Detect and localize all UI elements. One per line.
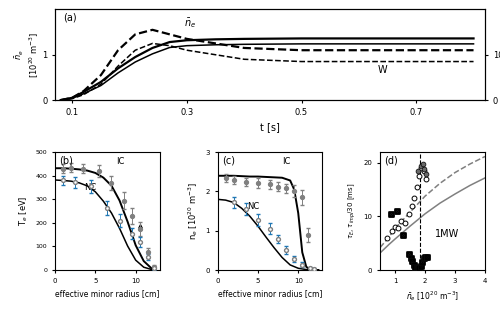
Text: NC: NC <box>84 183 96 192</box>
X-axis label: effective minor radius [cm]: effective minor radius [cm] <box>218 289 322 298</box>
Text: W: W <box>378 65 387 75</box>
Text: (b): (b) <box>59 156 73 166</box>
X-axis label: effective minor radius [cm]: effective minor radius [cm] <box>56 289 160 298</box>
X-axis label: $\bar{n}_e$ [$10^{20}$ m$^{-3}$]: $\bar{n}_e$ [$10^{20}$ m$^{-3}$] <box>406 289 459 303</box>
Text: IC: IC <box>282 157 291 166</box>
Text: NC: NC <box>247 202 259 211</box>
Text: 1MW: 1MW <box>434 229 459 239</box>
Y-axis label: $\bar{n}_e$
[$10^{20}$ m$^{-3}$]: $\bar{n}_e$ [$10^{20}$ m$^{-3}$] <box>13 32 40 78</box>
Text: (c): (c) <box>222 156 235 166</box>
Text: IC: IC <box>116 157 124 166</box>
Y-axis label: n$_e$ [$10^{20}$ m$^{-3}$]: n$_e$ [$10^{20}$ m$^{-3}$] <box>186 182 200 240</box>
Text: (a): (a) <box>64 12 77 22</box>
Y-axis label: T$_e$ [eV]: T$_e$ [eV] <box>18 196 30 226</box>
Text: (d): (d) <box>384 156 398 166</box>
Text: $\bar{n}_e$: $\bar{n}_e$ <box>184 16 196 30</box>
Y-axis label: $\tau_E$, $\tau_{imp}$/30 [ms]: $\tau_E$, $\tau_{imp}$/30 [ms] <box>346 183 358 239</box>
X-axis label: t [s]: t [s] <box>260 122 280 132</box>
